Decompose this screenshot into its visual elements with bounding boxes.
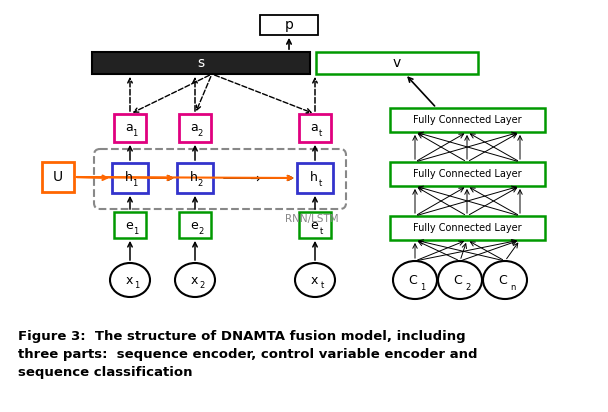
Text: a: a bbox=[310, 120, 318, 133]
Ellipse shape bbox=[110, 263, 150, 297]
Text: v: v bbox=[393, 56, 401, 70]
Text: s: s bbox=[198, 56, 204, 70]
Text: Fully Connected Layer: Fully Connected Layer bbox=[413, 115, 522, 125]
Text: x: x bbox=[310, 274, 318, 286]
Text: 2: 2 bbox=[465, 283, 471, 292]
Text: t: t bbox=[319, 129, 322, 138]
Text: e: e bbox=[125, 218, 133, 232]
Text: t: t bbox=[320, 281, 323, 290]
FancyBboxPatch shape bbox=[179, 114, 211, 142]
Ellipse shape bbox=[483, 261, 527, 299]
Text: three parts:  sequence encoder, control variable encoder and: three parts: sequence encoder, control v… bbox=[18, 348, 477, 361]
FancyBboxPatch shape bbox=[299, 212, 331, 238]
Text: x: x bbox=[125, 274, 133, 286]
Text: h: h bbox=[190, 171, 198, 183]
Text: 1: 1 bbox=[134, 281, 140, 290]
FancyBboxPatch shape bbox=[390, 162, 545, 186]
Text: a: a bbox=[190, 120, 198, 133]
FancyBboxPatch shape bbox=[390, 108, 545, 132]
Text: RNN/LSTM: RNN/LSTM bbox=[285, 214, 339, 224]
Text: h: h bbox=[310, 171, 318, 183]
Text: 1: 1 bbox=[133, 129, 137, 138]
Text: 2: 2 bbox=[198, 178, 202, 187]
Text: 1: 1 bbox=[133, 178, 137, 187]
Text: p: p bbox=[285, 18, 294, 32]
Text: →: → bbox=[250, 173, 260, 185]
Ellipse shape bbox=[295, 263, 335, 297]
Text: 1: 1 bbox=[420, 283, 426, 292]
Text: C: C bbox=[454, 274, 462, 286]
FancyBboxPatch shape bbox=[260, 15, 318, 35]
Text: 2: 2 bbox=[199, 281, 205, 290]
Text: Figure 3:  The structure of DNAMTA fusion model, including: Figure 3: The structure of DNAMTA fusion… bbox=[18, 330, 466, 343]
Text: U: U bbox=[53, 170, 63, 184]
Ellipse shape bbox=[175, 263, 215, 297]
FancyBboxPatch shape bbox=[42, 162, 74, 192]
Ellipse shape bbox=[393, 261, 437, 299]
FancyBboxPatch shape bbox=[297, 163, 333, 193]
Text: e: e bbox=[190, 218, 198, 232]
Ellipse shape bbox=[438, 261, 482, 299]
Text: a: a bbox=[125, 120, 133, 133]
Text: C: C bbox=[499, 274, 507, 286]
Text: t: t bbox=[319, 178, 322, 187]
Text: h: h bbox=[125, 171, 133, 183]
FancyBboxPatch shape bbox=[316, 52, 478, 74]
FancyBboxPatch shape bbox=[114, 212, 146, 238]
Text: C: C bbox=[409, 274, 417, 286]
FancyBboxPatch shape bbox=[390, 216, 545, 240]
FancyBboxPatch shape bbox=[179, 212, 211, 238]
Text: sequence classification: sequence classification bbox=[18, 366, 193, 379]
Text: 1: 1 bbox=[133, 227, 139, 236]
FancyBboxPatch shape bbox=[299, 114, 331, 142]
Text: Fully Connected Layer: Fully Connected Layer bbox=[413, 169, 522, 179]
FancyBboxPatch shape bbox=[177, 163, 213, 193]
Text: e: e bbox=[310, 218, 318, 232]
FancyBboxPatch shape bbox=[114, 114, 146, 142]
Text: Fully Connected Layer: Fully Connected Layer bbox=[413, 223, 522, 233]
Text: 2: 2 bbox=[198, 227, 204, 236]
FancyBboxPatch shape bbox=[92, 52, 310, 74]
FancyBboxPatch shape bbox=[94, 149, 346, 209]
FancyBboxPatch shape bbox=[112, 163, 148, 193]
Text: t: t bbox=[319, 227, 323, 236]
Text: x: x bbox=[190, 274, 198, 286]
Text: 2: 2 bbox=[198, 129, 202, 138]
Text: n: n bbox=[510, 283, 516, 292]
